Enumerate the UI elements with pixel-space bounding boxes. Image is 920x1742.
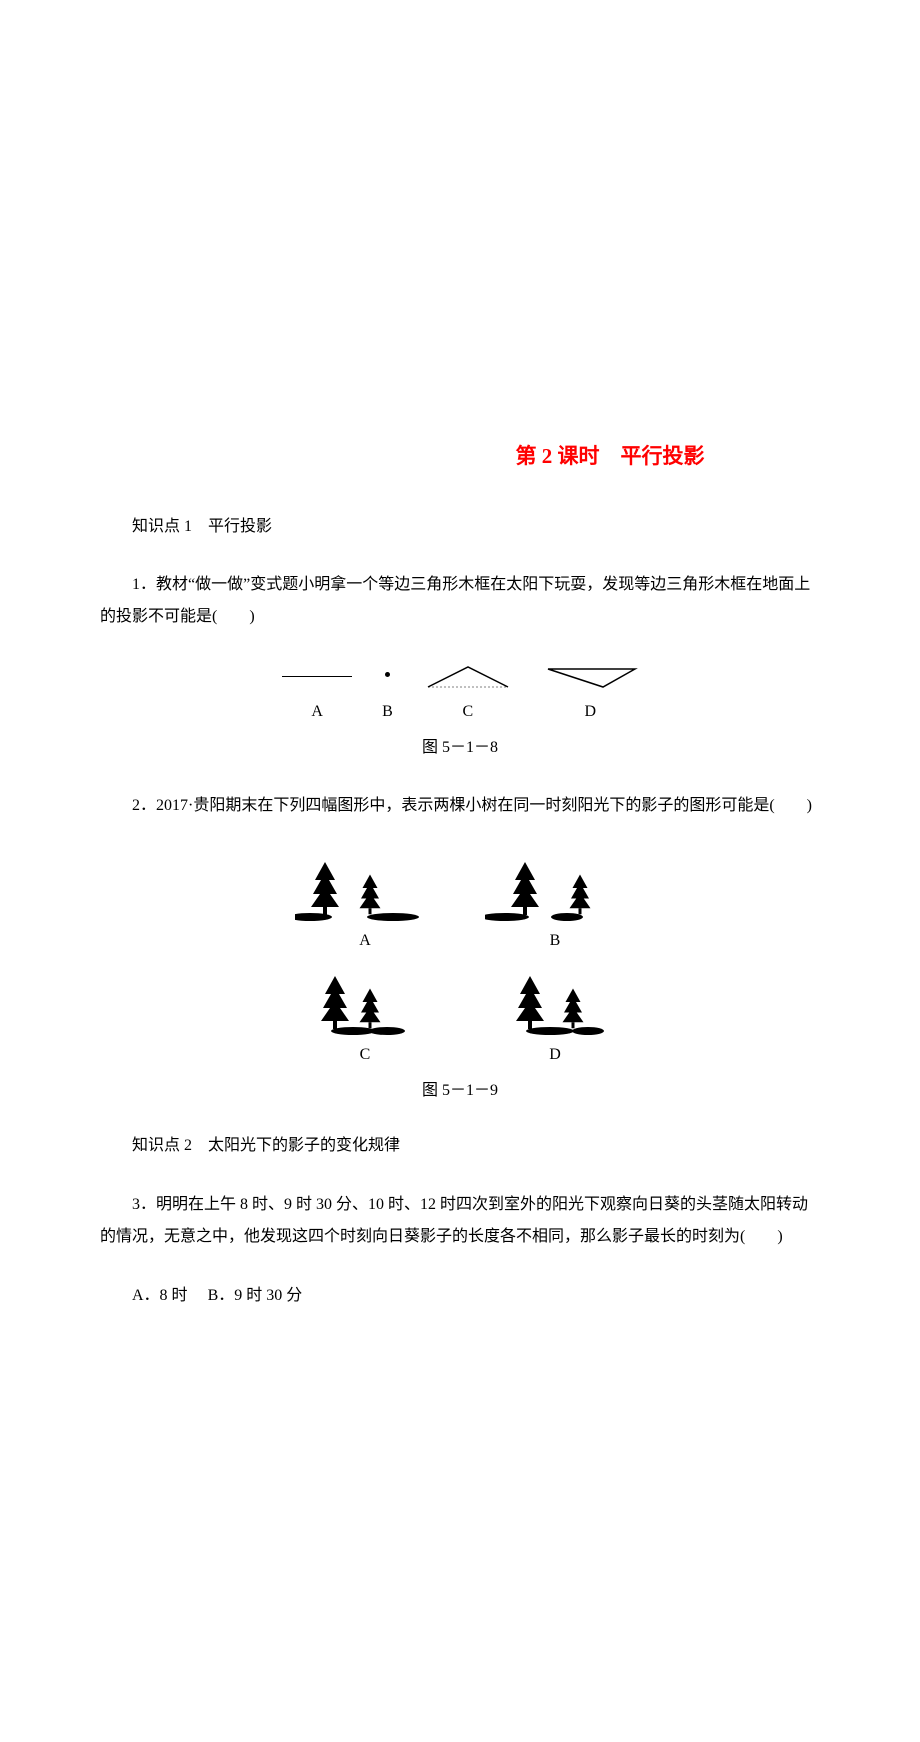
option-d: D [543, 663, 638, 725]
isoceles-triangle-shape [423, 663, 513, 689]
q2-option-a-label: A [359, 928, 371, 954]
option-a-label: A [311, 699, 323, 725]
q2-option-c: C [290, 966, 440, 1068]
q2-option-b-label: B [550, 928, 561, 954]
option-a: A [282, 676, 352, 725]
q2-option-a: A [290, 852, 440, 954]
scalene-triangle-shape [543, 663, 638, 689]
q3-option-a: A．8 时 [132, 1287, 188, 1304]
knowledge-point-2-heading: 知识点 2 太阳光下的影子的变化规律 [100, 1133, 820, 1159]
option-b-label: B [382, 699, 393, 725]
trees-shadow-c-icon [295, 966, 435, 1036]
figure-5-1-9-caption: 图 5－1－9 [100, 1078, 820, 1104]
figure-5-1-8-caption: 图 5－1－8 [100, 735, 820, 761]
trees-options-grid: A B [290, 852, 630, 1067]
option-c: C [423, 663, 513, 725]
question-3-options: A．8 时 B．9 时 30 分 [100, 1283, 820, 1309]
lesson-title: 第 2 课时 平行投影 [400, 440, 820, 474]
trees-shadow-d-icon [485, 966, 625, 1036]
q2-option-c-label: C [360, 1042, 371, 1068]
figure-5-1-9: A B [100, 852, 820, 1103]
question-3-text: 3．明明在上午 8 时、9 时 30 分、10 时、12 时四次到室外的阳光下观… [100, 1189, 820, 1253]
q1-options-row: A B C D [100, 663, 820, 725]
question-1-text: 1．教材“做一做”变式题小明拿一个等边三角形木框在太阳下玩耍，发现等边三角形木框… [100, 569, 820, 633]
q3-option-b: B．9 时 30 分 [208, 1287, 303, 1304]
knowledge-point-1-heading: 知识点 1 平行投影 [100, 514, 820, 540]
q2-option-b: B [480, 852, 630, 954]
option-c-label: C [462, 699, 473, 725]
option-d-label: D [585, 699, 597, 725]
q2-option-d: D [480, 966, 630, 1068]
point-shape [385, 672, 390, 677]
question-2-text: 2．2017·贵阳期末在下列四幅图形中，表示两棵小树在同一时刻阳光下的影子的图形… [100, 790, 820, 822]
figure-5-1-8: A B C D 图 5－1－8 [100, 663, 820, 760]
trees-shadow-a-icon [295, 852, 435, 922]
option-b: B [382, 672, 393, 725]
line-segment-shape [282, 676, 352, 677]
trees-shadow-b-icon [485, 852, 625, 922]
q2-option-d-label: D [549, 1042, 561, 1068]
